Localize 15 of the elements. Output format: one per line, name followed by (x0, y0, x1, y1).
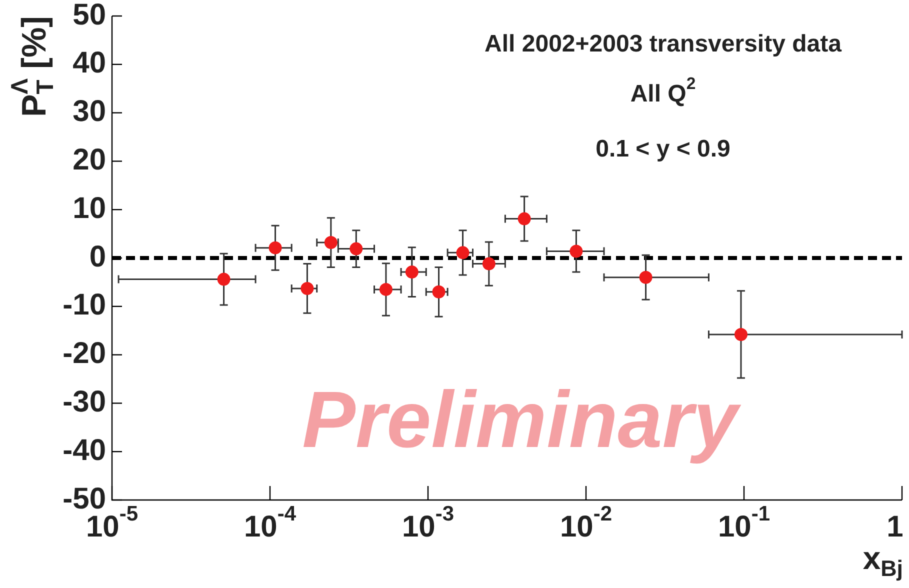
y-tick-label: 0 (89, 240, 106, 274)
y-axis-title: PΛT [%] (6, 16, 59, 117)
y-tick-label: -30 (62, 385, 106, 418)
y-tick-label: 40 (72, 46, 106, 80)
annotation: All 2002+2003 transversity data (484, 30, 842, 58)
annotation: 0.1 < y < 0.9 (596, 136, 730, 163)
x-tick-label: 1 (886, 510, 904, 544)
y-tick-label: 10 (72, 192, 106, 225)
y-tick-label: -20 (62, 337, 106, 370)
y-tick-label: 20 (72, 143, 106, 176)
y-tick-label: -10 (62, 288, 106, 322)
y-tick-label: 50 (72, 0, 106, 32)
y-tick-label: -40 (62, 434, 106, 467)
annotation: Preliminary (302, 375, 742, 464)
y-tick-label: 30 (72, 95, 106, 128)
